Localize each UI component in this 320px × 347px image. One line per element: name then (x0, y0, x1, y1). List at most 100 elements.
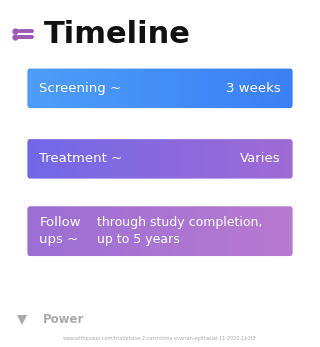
Text: 3 weeks: 3 weeks (226, 82, 281, 95)
Bar (162, 62, 165, 115)
Bar (81, 62, 84, 115)
Bar (20, 62, 23, 115)
Bar (188, 62, 191, 115)
Bar (30, 62, 33, 115)
Bar (183, 199, 186, 263)
Bar (67, 199, 70, 263)
Bar (58, 62, 60, 115)
Bar (74, 62, 77, 115)
Bar (283, 132, 286, 186)
Bar (109, 199, 112, 263)
Bar (183, 62, 186, 115)
Bar (162, 199, 165, 263)
Bar (295, 62, 298, 115)
Bar (274, 199, 277, 263)
Bar (20, 132, 23, 186)
Bar (244, 132, 247, 186)
Bar (120, 199, 124, 263)
Text: Treatment ~: Treatment ~ (39, 152, 123, 166)
Bar (137, 132, 140, 186)
Bar (127, 62, 130, 115)
Bar (155, 132, 158, 186)
Bar (123, 199, 126, 263)
Bar (202, 199, 205, 263)
Bar (169, 199, 172, 263)
Bar (76, 199, 79, 263)
Bar (118, 132, 121, 186)
Bar (183, 132, 186, 186)
Bar (239, 199, 242, 263)
Bar (292, 199, 296, 263)
Bar (195, 199, 198, 263)
Bar (172, 62, 175, 115)
Bar (109, 62, 112, 115)
Bar (72, 199, 75, 263)
Bar (107, 62, 109, 115)
Bar (216, 132, 219, 186)
Bar (28, 132, 30, 186)
Bar (92, 199, 95, 263)
Bar (200, 132, 203, 186)
Bar (209, 132, 212, 186)
Bar (246, 62, 249, 115)
Bar (146, 62, 149, 115)
Text: Screening ~: Screening ~ (39, 82, 122, 95)
Bar (90, 132, 93, 186)
Bar (141, 199, 144, 263)
Bar (255, 199, 258, 263)
Bar (165, 199, 168, 263)
Bar (290, 199, 293, 263)
Text: through study completion,
up to 5 years: through study completion, up to 5 years (97, 216, 262, 246)
Bar (235, 199, 237, 263)
Bar (186, 199, 188, 263)
Bar (211, 199, 214, 263)
Bar (79, 199, 82, 263)
Bar (281, 199, 284, 263)
Bar (85, 62, 89, 115)
Bar (292, 62, 296, 115)
Bar (228, 132, 230, 186)
Bar (235, 62, 237, 115)
Bar (100, 199, 102, 263)
Bar (130, 62, 133, 115)
Bar (204, 62, 207, 115)
Bar (132, 132, 135, 186)
Bar (118, 199, 121, 263)
Bar (239, 62, 242, 115)
Bar (39, 62, 42, 115)
Bar (232, 199, 235, 263)
Bar (111, 62, 114, 115)
Bar (116, 132, 119, 186)
Bar (297, 132, 300, 186)
Bar (286, 132, 289, 186)
Bar (258, 62, 261, 115)
Bar (197, 62, 200, 115)
Bar (169, 62, 172, 115)
Bar (232, 132, 235, 186)
Bar (172, 199, 175, 263)
Bar (251, 199, 254, 263)
Bar (23, 62, 26, 115)
Bar (218, 132, 221, 186)
Bar (241, 132, 244, 186)
Bar (206, 132, 210, 186)
Bar (69, 132, 72, 186)
Bar (267, 132, 270, 186)
Bar (62, 132, 65, 186)
Bar (265, 132, 268, 186)
Bar (160, 132, 163, 186)
Bar (25, 199, 28, 263)
Bar (179, 199, 181, 263)
Bar (114, 199, 116, 263)
Bar (34, 62, 37, 115)
Bar (165, 62, 168, 115)
Bar (72, 132, 75, 186)
Bar (218, 62, 221, 115)
Bar (123, 132, 126, 186)
Bar (186, 62, 188, 115)
Bar (137, 199, 140, 263)
Bar (125, 132, 128, 186)
Bar (76, 62, 79, 115)
Bar (39, 132, 42, 186)
Bar (48, 132, 51, 186)
